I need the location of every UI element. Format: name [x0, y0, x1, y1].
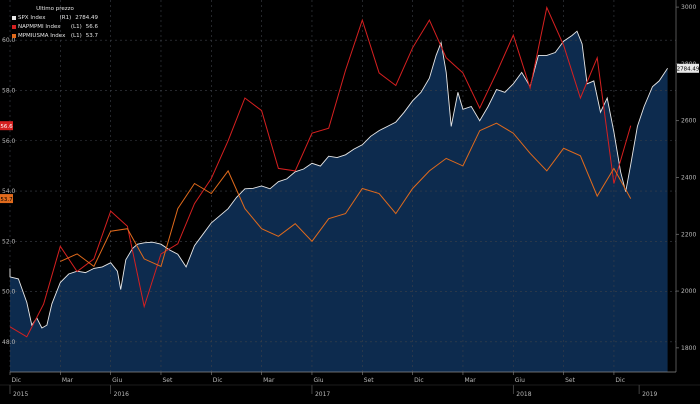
value-tag-label: 2784.49	[677, 66, 700, 72]
value-tag-bg	[677, 63, 699, 73]
x-tick-label: Set	[565, 377, 576, 384]
x-tick-label: Dic	[213, 377, 223, 384]
spx-line[interactable]	[9, 30, 668, 329]
y-right-tick-label: 2400	[681, 174, 696, 181]
x-tick-label: Dic	[414, 377, 424, 384]
x-tick-label: Giu	[313, 377, 323, 384]
x-year-label: 2016	[114, 391, 129, 398]
mpmiusma-line[interactable]	[60, 122, 632, 268]
legend-item-spx[interactable]: SPX Index (R1) 2784.49	[12, 13, 98, 22]
spx-legend-name: SPX Index	[18, 14, 46, 21]
y-left-tick-label: 50.0	[2, 289, 16, 296]
mpmiusma-legend-axis: (L1)	[70, 32, 82, 39]
mpmiusma-legend-value: 53.7	[85, 32, 98, 39]
x-tick-label: Giu	[515, 377, 525, 384]
y-right-tick-label: 2600	[681, 118, 696, 125]
y-left-tick-label: 54.0	[2, 188, 16, 195]
spx-swatch	[12, 15, 16, 20]
y-right-tick-label: 2200	[681, 231, 696, 238]
napmpmi-swatch	[12, 24, 16, 29]
x-tick-label: Mar	[62, 377, 74, 384]
x-axis-band	[0, 372, 700, 400]
right-axis-strip	[676, 0, 700, 372]
y-right-tick-label: 2000	[681, 288, 696, 295]
napmpmi-legend-value: 56.6	[85, 23, 98, 30]
x-year-label: 2017	[315, 391, 330, 398]
value-tag-label: 56.6	[0, 124, 13, 130]
napmpmi-line[interactable]	[9, 5, 632, 338]
napmpmi-legend-name: NAPMPMI Index	[18, 23, 61, 30]
x-tick-label: Set	[162, 377, 173, 384]
y-right-tick-label: 3000	[681, 4, 696, 11]
spx-area	[10, 31, 668, 372]
y-left-tick-label: 56.0	[2, 138, 16, 145]
y-right-tick-label: 1800	[681, 345, 696, 352]
napmpmi-legend-axis: (L1)	[70, 23, 82, 30]
legend-item-mpmiusma[interactable]: MPMIUSMA Index (L1) 53.7	[12, 31, 98, 40]
legend-title: Ultimo prezzo	[36, 6, 74, 12]
x-tick-label: Giu	[112, 377, 122, 384]
x-tick-label: Set	[364, 377, 375, 384]
y-left-tick-label: 52.0	[2, 238, 16, 245]
mpmiusma-legend-name: MPMIUSMA Index	[18, 32, 66, 39]
value-tag-bg	[0, 121, 13, 131]
legend: Ultimo prezzo SPX Index (R1) 2784.49 NAP…	[12, 6, 98, 40]
x-year-label: 2019	[642, 391, 657, 398]
y-left-tick-label: 58.0	[2, 87, 16, 94]
x-tick-label: Dic	[615, 377, 625, 384]
legend-item-napmpmi[interactable]: NAPMPMI Index (L1) 56.6	[12, 22, 98, 31]
x-year-label: 2015	[13, 391, 28, 398]
x-tick-label: Dic	[12, 377, 22, 384]
x-year-label: 2018	[516, 391, 531, 398]
value-tag-bg	[0, 194, 13, 204]
value-tag-label: 53.7	[0, 197, 13, 203]
x-tick-label: Mar	[464, 377, 476, 384]
y-left-tick-label: 48.0	[2, 339, 16, 346]
x-tick-label: Mar	[263, 377, 275, 384]
y-left-tick-label: 60.0	[2, 37, 16, 44]
spx-legend-value: 2784.49	[75, 14, 98, 21]
mpmiusma-swatch	[12, 33, 16, 38]
spx-legend-axis: (R1)	[59, 14, 72, 21]
